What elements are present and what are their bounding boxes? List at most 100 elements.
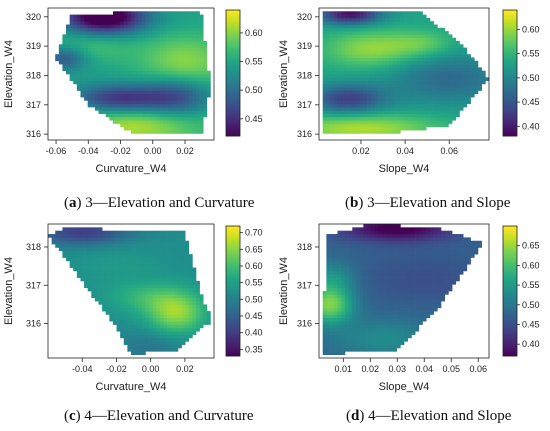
heatmap-cell [426, 37, 431, 42]
heatmap-cell [404, 37, 409, 42]
heatmap-cell [400, 126, 405, 131]
heatmap-cell [352, 64, 357, 68]
heatmap-cell [62, 244, 67, 248]
heatmap-cell [330, 70, 335, 75]
heatmap-cell [192, 331, 197, 335]
heatmap-cell [145, 314, 150, 319]
heatmap-cell [145, 14, 150, 19]
heatmap-cell [381, 47, 386, 52]
heatmap-cell [138, 37, 143, 42]
heatmap-cell [455, 107, 460, 111]
heatmap-cell [120, 27, 125, 32]
heatmap-cell [355, 31, 361, 35]
heatmap-cell [131, 47, 135, 52]
x-tick-label: -0.02 [110, 146, 131, 156]
heatmap-cell [437, 44, 442, 48]
heatmap-cell [326, 287, 331, 292]
heatmap-cell [163, 254, 168, 258]
heatmap-cell [448, 110, 453, 114]
heatmap-cell [422, 74, 427, 78]
heatmap-cell [131, 234, 135, 238]
heatmap-cell [422, 50, 427, 55]
heatmap-cell [87, 74, 92, 78]
heatmap-cell [355, 77, 361, 81]
heatmap-cell [333, 107, 338, 111]
heatmap-cell [348, 230, 353, 235]
heatmap-cell [322, 294, 327, 299]
heatmap-cell [177, 74, 182, 78]
heatmap-cell [145, 50, 150, 55]
heatmap-cell [181, 103, 186, 108]
heatmap-cell [123, 24, 128, 29]
heatmap-cell [145, 230, 150, 235]
heatmap-cell [188, 11, 193, 15]
heatmap-cell [109, 80, 114, 85]
heatmap-cell [123, 327, 128, 332]
heatmap-cell [192, 74, 197, 78]
heatmap-cell [359, 123, 364, 128]
heatmap-cell [156, 237, 161, 242]
heatmap-cell [352, 77, 357, 81]
heatmap-cell [199, 317, 204, 322]
heatmap-cell [91, 24, 96, 29]
heatmap-cell [195, 116, 200, 121]
heatmap-cell [127, 64, 132, 68]
colorbar-swatch [503, 87, 517, 91]
colorbar-swatch [226, 31, 240, 34]
heatmap-cell [378, 274, 383, 278]
heatmap-cell [141, 24, 146, 29]
heatmap-cell [422, 44, 427, 48]
heatmap-cell [355, 334, 361, 339]
heatmap-cell [381, 24, 386, 29]
heatmap-cell [170, 240, 175, 245]
heatmap-cell [363, 324, 368, 329]
heatmap-cell [159, 123, 164, 128]
heatmap-cell [322, 347, 327, 352]
heatmap-cell [352, 97, 357, 101]
heatmap-cell [378, 264, 383, 268]
heatmap-cell [404, 116, 409, 121]
heatmap-cell [156, 230, 161, 235]
heatmap-cell [415, 230, 420, 235]
heatmap-cell [378, 87, 383, 91]
heatmap-cell [452, 113, 457, 118]
heatmap-cell [156, 301, 161, 305]
heatmap-cell [131, 80, 135, 85]
heatmap-cell [389, 17, 394, 22]
heatmap-cell [326, 100, 331, 105]
heatmap-cell [367, 57, 372, 62]
heatmap-cell [156, 311, 161, 315]
heatmap-cell [415, 90, 420, 95]
heatmap-cell [181, 120, 186, 124]
heatmap-cell [192, 67, 197, 72]
heatmap-cell [355, 244, 361, 248]
heatmap-cell [163, 17, 168, 22]
heatmap-cell [463, 54, 468, 58]
heatmap-cell [127, 77, 132, 81]
heatmap-cell [422, 41, 427, 45]
heatmap-cell [112, 230, 117, 235]
heatmap-cell [167, 64, 172, 68]
heatmap-cell [116, 250, 121, 255]
heatmap-cell [389, 341, 394, 345]
heatmap-cell [355, 50, 361, 55]
heatmap-cell [87, 87, 92, 91]
heatmap-cell [94, 87, 99, 91]
heatmap-cell [330, 250, 335, 255]
heatmap-cell [444, 64, 449, 68]
heatmap-cell [385, 21, 390, 25]
heatmap-cell [378, 60, 383, 65]
heatmap-cell [363, 14, 368, 19]
heatmap-cell [116, 87, 121, 91]
colorbar-swatch [226, 282, 240, 285]
heatmap-cell [58, 240, 63, 245]
heatmap-cell [55, 230, 60, 235]
colorbar-swatch [226, 70, 240, 74]
heatmap-cell [123, 287, 128, 292]
heatmap-cell [433, 116, 438, 121]
heatmap-cell [385, 93, 390, 98]
heatmap-cell [407, 254, 412, 258]
heatmap-cell [418, 80, 423, 85]
heatmap-cell [459, 67, 464, 72]
heatmap-cell [199, 70, 204, 75]
